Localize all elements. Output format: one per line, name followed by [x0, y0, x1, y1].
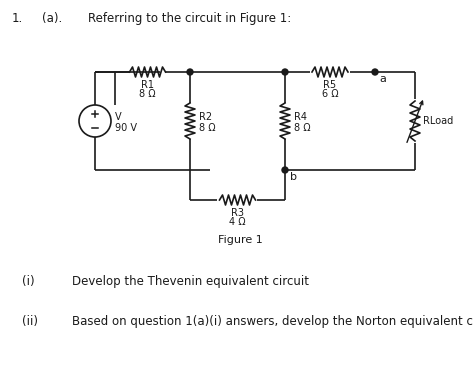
Text: Referring to the circuit in Figure 1:: Referring to the circuit in Figure 1:	[88, 12, 291, 25]
Text: 8 Ω: 8 Ω	[294, 123, 310, 133]
Text: 90 V: 90 V	[115, 123, 137, 133]
Text: RLoad: RLoad	[423, 116, 453, 126]
Text: R4: R4	[294, 112, 307, 122]
Text: R2: R2	[199, 112, 212, 122]
Circle shape	[282, 167, 288, 173]
Text: Figure 1: Figure 1	[218, 235, 263, 245]
Text: Develop the Thevenin equivalent circuit: Develop the Thevenin equivalent circuit	[72, 275, 309, 288]
Text: R3: R3	[231, 208, 244, 218]
Text: (i): (i)	[22, 275, 35, 288]
Text: V: V	[115, 112, 122, 122]
Circle shape	[187, 69, 193, 75]
Circle shape	[282, 69, 288, 75]
Text: R1: R1	[141, 80, 154, 90]
Text: Based on question 1(a)(i) answers, develop the Norton equivalent circuit: Based on question 1(a)(i) answers, devel…	[72, 315, 474, 328]
Text: a: a	[379, 74, 386, 84]
Text: (ii): (ii)	[22, 315, 38, 328]
Text: 4 Ω: 4 Ω	[229, 217, 246, 227]
Circle shape	[372, 69, 378, 75]
Text: R5: R5	[323, 80, 337, 90]
Text: 1.: 1.	[12, 12, 23, 25]
Text: (a).: (a).	[42, 12, 62, 25]
Text: b: b	[290, 172, 297, 182]
Text: 8 Ω: 8 Ω	[199, 123, 216, 133]
Text: 8 Ω: 8 Ω	[139, 89, 156, 99]
Text: 6 Ω: 6 Ω	[322, 89, 338, 99]
